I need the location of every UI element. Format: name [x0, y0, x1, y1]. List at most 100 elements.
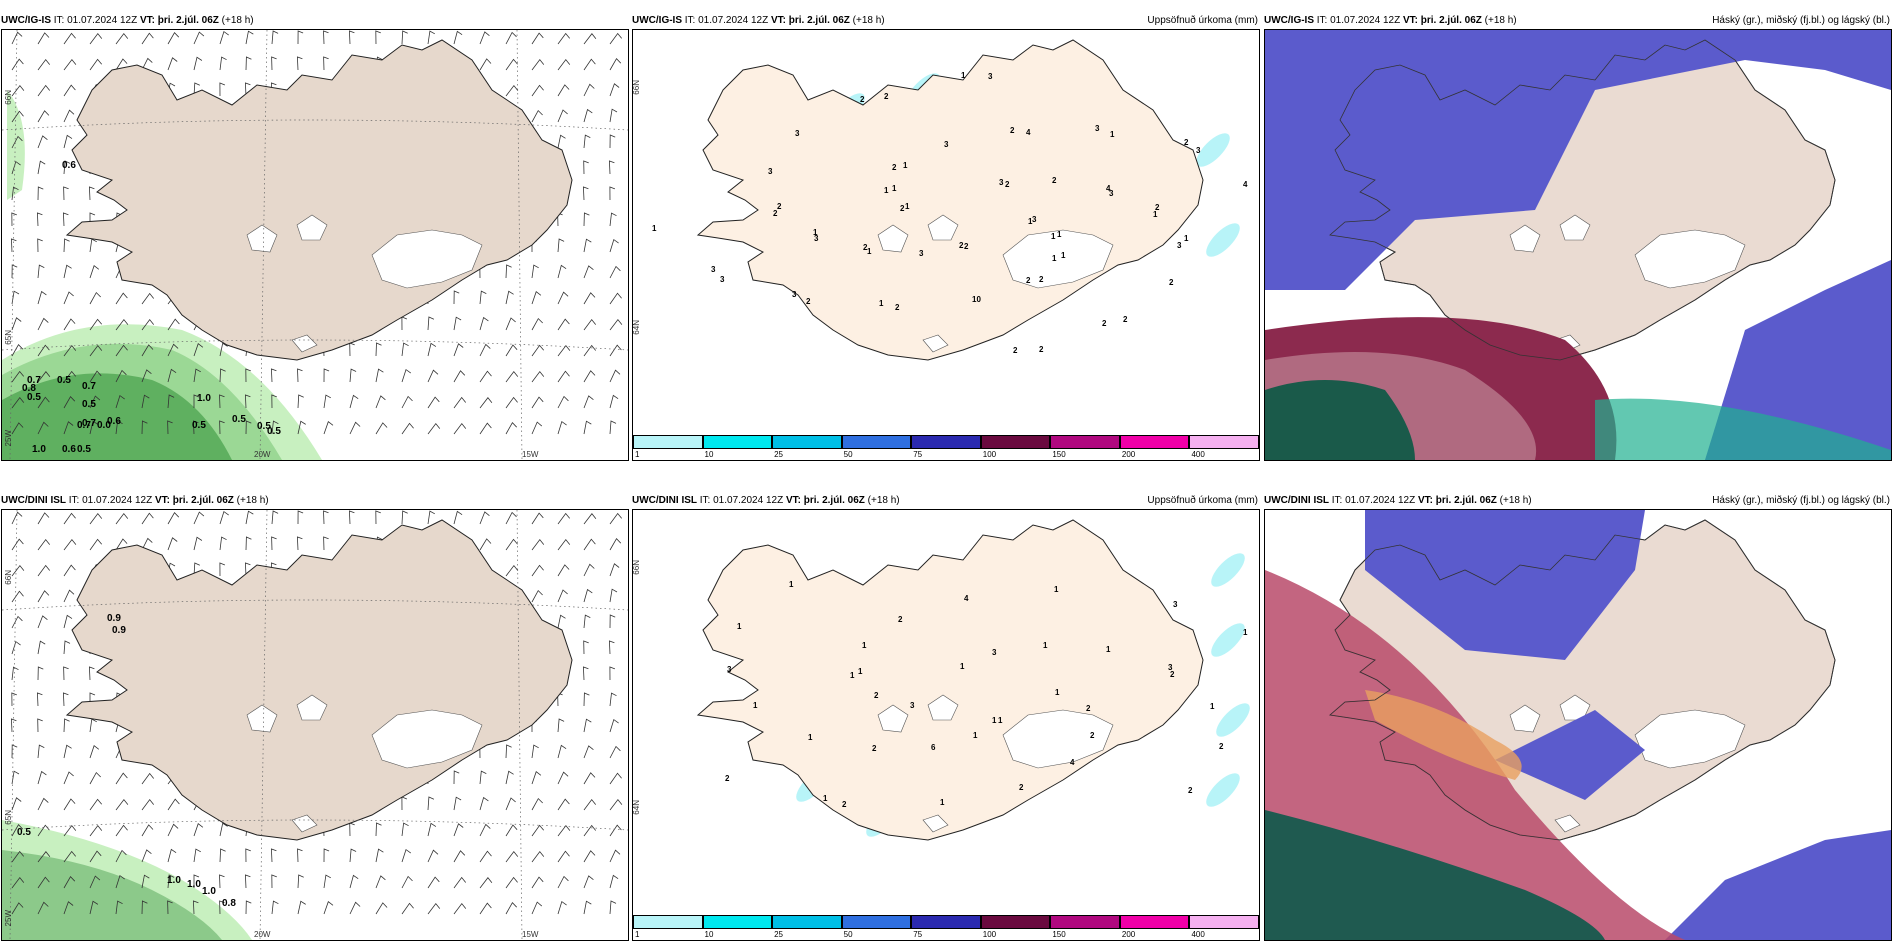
wind-barb — [609, 420, 617, 435]
legend-tick: 100 — [982, 930, 997, 939]
gust-value: 0.5 — [77, 444, 91, 455]
wind-barb — [505, 264, 512, 279]
precip-value: 1 — [884, 186, 889, 195]
wind-barb — [557, 32, 571, 45]
wind-barb — [609, 745, 621, 759]
legend-swatch — [1119, 435, 1190, 449]
wind-barb — [505, 850, 519, 863]
precip-value: 2 — [777, 202, 782, 211]
wind-barb — [557, 718, 565, 733]
map-frame[interactable]: 1 2 4 2 1 3 1 2 1 1 1 2 1 1 3 3 1 2 3 2 1 3 3 2 2 3 4 3 3 2 1 2 10 3 3 1 2 2 2… — [632, 29, 1260, 461]
wind-barb — [37, 876, 50, 889]
map-frame[interactable] — [1264, 509, 1892, 941]
wind-barb — [193, 874, 200, 888]
wind-barb — [453, 902, 467, 915]
wind-barb — [609, 772, 622, 785]
wind-barb — [11, 31, 23, 45]
wind-barb — [583, 395, 594, 409]
wind-barb — [583, 58, 596, 71]
wind-barb — [219, 82, 226, 97]
panel-variable-title: Uppsöfnuð úrkoma (mm) — [1147, 495, 1258, 506]
wind-barb — [531, 32, 544, 45]
wind-barb — [37, 371, 51, 383]
wind-barb — [323, 510, 329, 525]
lat-label-66: 66N — [632, 560, 641, 575]
wind-barb — [583, 318, 597, 331]
precip-value: 1 — [1055, 688, 1060, 697]
precip-value: 1 — [879, 299, 884, 308]
wind-barb — [193, 848, 201, 863]
glacier — [1559, 694, 1591, 721]
wind-barb — [479, 31, 490, 45]
wind-barb — [609, 692, 617, 707]
wind-barb — [531, 58, 545, 71]
legend-tick: 400 — [1191, 930, 1205, 939]
legend-swatch — [1050, 435, 1120, 449]
wind-barb — [63, 396, 76, 409]
wind-barb — [583, 772, 596, 785]
gust-value: 0.7 — [77, 420, 91, 431]
glacier — [291, 334, 318, 353]
panel-header: UWC/DINI ISL IT: 01.07.2024 12Z VT: þri.… — [632, 493, 1260, 509]
panel-header: UWC/IG-IS IT: 01.07.2024 12Z VT: þri. 2.… — [1, 15, 254, 26]
wind-barb — [11, 770, 20, 785]
wind-barb — [583, 563, 595, 577]
wind-barb — [192, 420, 199, 435]
precip-value: 1 — [823, 794, 828, 803]
glacier — [371, 229, 483, 289]
wind-barb — [219, 368, 226, 383]
wind-barb — [141, 369, 152, 383]
wind-barb — [557, 370, 570, 383]
wind-barb — [583, 134, 591, 149]
map-frame[interactable]: 0.9 0.9 0.5 1.0 1.0 1.0 0.8 66N 65N 25W 20W 15… — [1, 509, 629, 941]
precip-value: 4 — [1106, 184, 1111, 193]
legend-swatch — [911, 915, 981, 929]
wind-barb — [10, 238, 17, 253]
wind-barb — [609, 318, 623, 331]
wind-barb — [219, 342, 228, 357]
wind-barb — [609, 394, 619, 409]
wind-barb — [583, 875, 594, 889]
panel-header: UWC/DINI ISL IT: 01.07.2024 12Z VT: þri.… — [1, 495, 269, 506]
graticule — [2, 510, 628, 940]
wind-barb — [141, 874, 150, 889]
legend-swatch — [1050, 915, 1120, 929]
wind-barb — [63, 824, 77, 837]
wind-barb — [349, 394, 359, 409]
panel-igis-wind: UWC/IG-IS IT: 01.07.2024 12Z VT: þri. 2.… — [1, 13, 629, 461]
precip-value: 1 — [1057, 230, 1062, 239]
wind-barb — [531, 901, 543, 915]
wind-barb — [63, 798, 76, 811]
precip-value: 2 — [1026, 276, 1031, 285]
glacier — [1559, 214, 1591, 241]
wind-barb — [609, 292, 622, 305]
wind-barb — [37, 135, 48, 149]
map-frame[interactable] — [1264, 29, 1892, 461]
wind-barb — [609, 58, 622, 71]
wind-barb — [88, 666, 95, 681]
gust-value-labels: 0.90.90.51.0 1.01.00.8 — [17, 613, 236, 909]
wind-barb — [531, 317, 543, 331]
legend-swatch — [772, 435, 842, 449]
wind-barb — [37, 396, 50, 409]
lat-label-66: 66N — [632, 80, 641, 95]
wind-barb — [583, 265, 594, 279]
wind-barb — [427, 30, 435, 45]
mid-cloud — [1705, 260, 1891, 460]
wind-barb — [531, 850, 545, 863]
wind-barb — [245, 368, 251, 383]
precip-value: 2 — [874, 691, 879, 700]
precip-value: 1 — [892, 184, 897, 193]
mid-cloud — [1665, 830, 1891, 940]
wind-barb — [479, 823, 491, 837]
wind-barb — [115, 798, 129, 811]
wind-barb — [11, 876, 25, 889]
wind-barb — [62, 692, 69, 707]
wind-barb — [271, 536, 277, 551]
gust-value: 0.7 — [82, 418, 96, 429]
wind-barb — [505, 511, 517, 525]
map-frame[interactable]: 0.6 0.7 0.8 0.5 0.7 0.5 0.5 0.7 1.0 0.6 0.7 0.0 0.5 0… — [1, 29, 629, 461]
wind-barb — [219, 822, 228, 837]
precip-value: 1 — [737, 622, 742, 631]
